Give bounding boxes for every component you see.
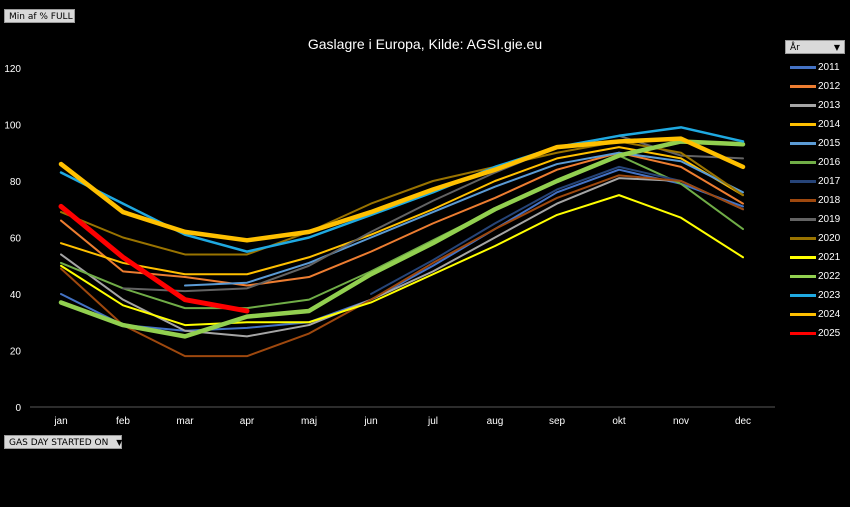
y-tick-label: 0	[15, 403, 21, 414]
legend-swatch	[790, 142, 816, 145]
y-axis: 0 20 40 60 80 100 120	[4, 64, 21, 414]
legend-item-2012[interactable]: 2012	[790, 77, 848, 96]
series-line-2024	[58, 136, 746, 243]
series-line-2022	[58, 139, 746, 339]
legend: 2011 2012 2013 2014 2015 2016 2017 2018 2019 2020…	[790, 58, 848, 343]
legend-item-2017[interactable]: 2017	[790, 172, 848, 191]
series-line-2011	[60, 168, 744, 332]
legend-label: 2012	[818, 81, 841, 92]
legend-swatch	[790, 199, 816, 202]
legend-label: 2019	[818, 214, 841, 225]
legend-swatch	[790, 294, 816, 297]
legend-label: 2025	[818, 328, 841, 339]
y-tick-label: 40	[10, 290, 22, 301]
chevron-down-icon: ▼	[116, 438, 123, 447]
x-tick-label: okt	[612, 416, 626, 427]
legend-swatch	[790, 161, 816, 164]
legend-label: 2024	[818, 309, 841, 320]
x-tick-label: jan	[53, 416, 67, 427]
x-tick-label: apr	[240, 416, 255, 427]
x-tick-label: feb	[116, 416, 130, 427]
legend-swatch	[790, 123, 816, 126]
legend-label: 2023	[818, 290, 841, 301]
legend-swatch	[790, 332, 816, 335]
legend-item-2016[interactable]: 2016	[790, 153, 848, 172]
series-line-2021	[60, 194, 744, 327]
legend-item-2015[interactable]: 2015	[790, 134, 848, 153]
legend-swatch	[790, 180, 816, 183]
axis-field-button[interactable]: GAS DAY STARTED ON ▼	[4, 435, 122, 449]
legend-item-2024[interactable]: 2024	[790, 305, 848, 324]
series-line-2014	[60, 146, 744, 276]
legend-item-2025[interactable]: 2025	[790, 324, 848, 343]
chevron-down-icon: ▼	[833, 43, 840, 52]
legend-item-2019[interactable]: 2019	[790, 210, 848, 229]
legend-item-2020[interactable]: 2020	[790, 229, 848, 248]
legend-item-2022[interactable]: 2022	[790, 267, 848, 286]
x-tick-label: sep	[549, 416, 566, 427]
legend-swatch	[790, 275, 816, 278]
x-axis: jan feb mar apr maj jun jul aug sep okt nov dec	[30, 406, 775, 427]
series-line-2020	[60, 140, 744, 256]
x-tick-label: dec	[735, 416, 751, 427]
legend-swatch	[790, 104, 816, 107]
y-tick-label: 80	[10, 177, 22, 188]
legend-item-2021[interactable]: 2021	[790, 248, 848, 267]
legend-item-2011[interactable]: 2011	[790, 58, 848, 77]
series-layer	[58, 126, 746, 358]
legend-swatch	[790, 218, 816, 221]
series-line-2015	[184, 151, 744, 287]
page-field-button[interactable]: Min af % FULL	[4, 9, 75, 23]
series-line-2016	[60, 154, 744, 310]
x-tick-label: jun	[363, 416, 377, 427]
series-line-2018	[60, 174, 744, 358]
legend-swatch	[790, 237, 816, 240]
legend-label: 2017	[818, 176, 841, 187]
x-tick-label: aug	[487, 416, 504, 427]
x-tick-label: nov	[673, 416, 689, 427]
page-field-label: Min af % FULL	[9, 12, 73, 22]
legend-label: 2014	[818, 119, 841, 130]
x-tick-label: maj	[301, 416, 317, 427]
legend-label: 2011	[818, 62, 840, 73]
y-tick-label: 100	[4, 121, 21, 132]
legend-label: 2018	[818, 195, 841, 206]
legend-label: 2022	[818, 271, 841, 282]
axis-field-label: GAS DAY STARTED ON	[9, 438, 109, 448]
legend-item-2023[interactable]: 2023	[790, 286, 848, 305]
legend-label: 2020	[818, 233, 841, 244]
series-line-2013	[60, 177, 744, 338]
legend-field-label: År	[790, 43, 800, 53]
legend-swatch	[790, 256, 816, 259]
legend-item-2018[interactable]: 2018	[790, 191, 848, 210]
legend-swatch	[790, 66, 816, 69]
chart-title: Gaslagre i Europa, Kilde: AGSI.gie.eu	[308, 36, 542, 52]
series-line-2025	[58, 203, 250, 314]
y-tick-label: 20	[10, 347, 22, 358]
legend-label: 2013	[818, 100, 841, 111]
legend-swatch	[790, 85, 816, 88]
legend-label: 2015	[818, 138, 841, 149]
legend-label: 2021	[818, 252, 841, 263]
x-tick-label: jul	[427, 416, 438, 427]
y-tick-label: 120	[4, 64, 21, 75]
legend-item-2013[interactable]: 2013	[790, 96, 848, 115]
legend-label: 2016	[818, 157, 841, 168]
legend-swatch	[790, 313, 816, 316]
legend-field-button[interactable]: År ▼	[785, 40, 845, 54]
y-tick-label: 60	[10, 234, 22, 245]
legend-item-2014[interactable]: 2014	[790, 115, 848, 134]
x-tick-label: mar	[176, 416, 194, 427]
